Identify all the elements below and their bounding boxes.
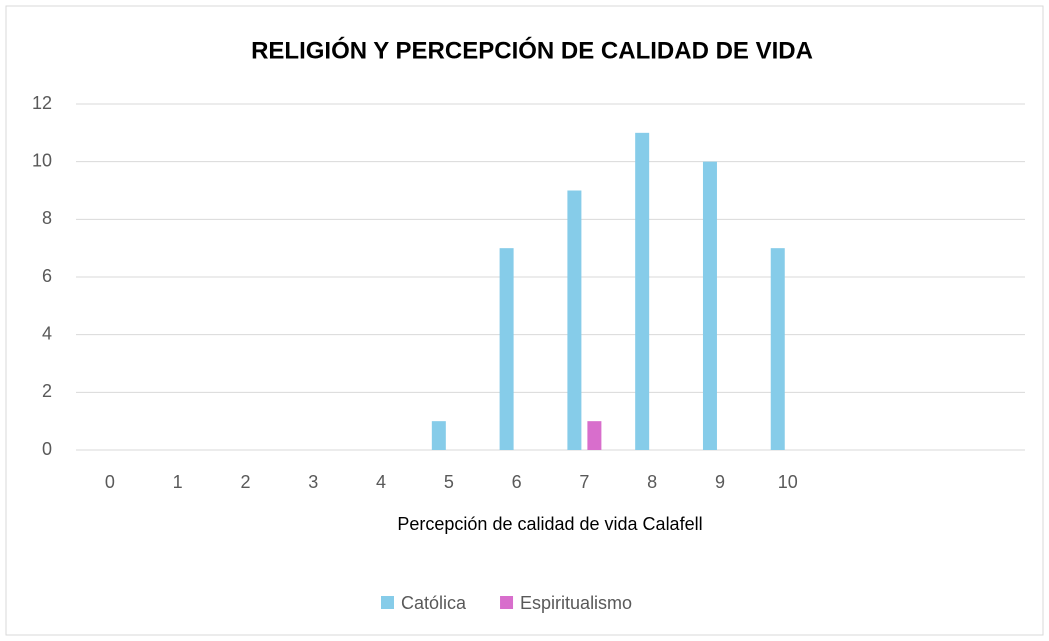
y-tick-label: 6	[42, 266, 52, 286]
chart-frame	[5, 5, 1044, 636]
x-tick-label: 1	[173, 472, 183, 492]
x-tick-label: 6	[512, 472, 522, 492]
legend-label: Espiritualismo	[520, 593, 632, 613]
y-tick-label: 2	[42, 381, 52, 401]
bar	[770, 248, 785, 450]
y-tick-label: 4	[42, 323, 52, 343]
y-tick-label: 10	[32, 150, 52, 170]
x-tick-label: 10	[778, 472, 798, 492]
bar	[587, 421, 602, 450]
bar	[635, 132, 650, 451]
x-tick-label: 9	[715, 472, 725, 492]
bar	[702, 161, 717, 450]
y-tick-label: 0	[42, 439, 52, 459]
legend-swatch	[500, 596, 514, 609]
x-tick-label: 8	[647, 472, 657, 492]
x-tick-label: 2	[240, 472, 250, 492]
chart-title: RELIGIÓN Y PERCEPCIÓN DE CALIDAD DE VIDA	[251, 36, 813, 64]
legend-swatch	[381, 596, 394, 609]
y-tick-label: 8	[42, 208, 52, 228]
y-tick-label: 12	[32, 93, 52, 113]
x-tick-label: 4	[376, 472, 386, 492]
bar	[499, 248, 514, 450]
bar	[567, 190, 582, 450]
x-tick-label: 5	[444, 472, 454, 492]
x-tick-label: 3	[308, 472, 318, 492]
bar	[431, 421, 446, 450]
legend-label: Católica	[401, 593, 467, 613]
x-axis-title: Percepción de calidad de vida Calafell	[397, 514, 702, 534]
x-tick-label: 7	[579, 472, 589, 492]
x-tick-label: 0	[105, 472, 115, 492]
